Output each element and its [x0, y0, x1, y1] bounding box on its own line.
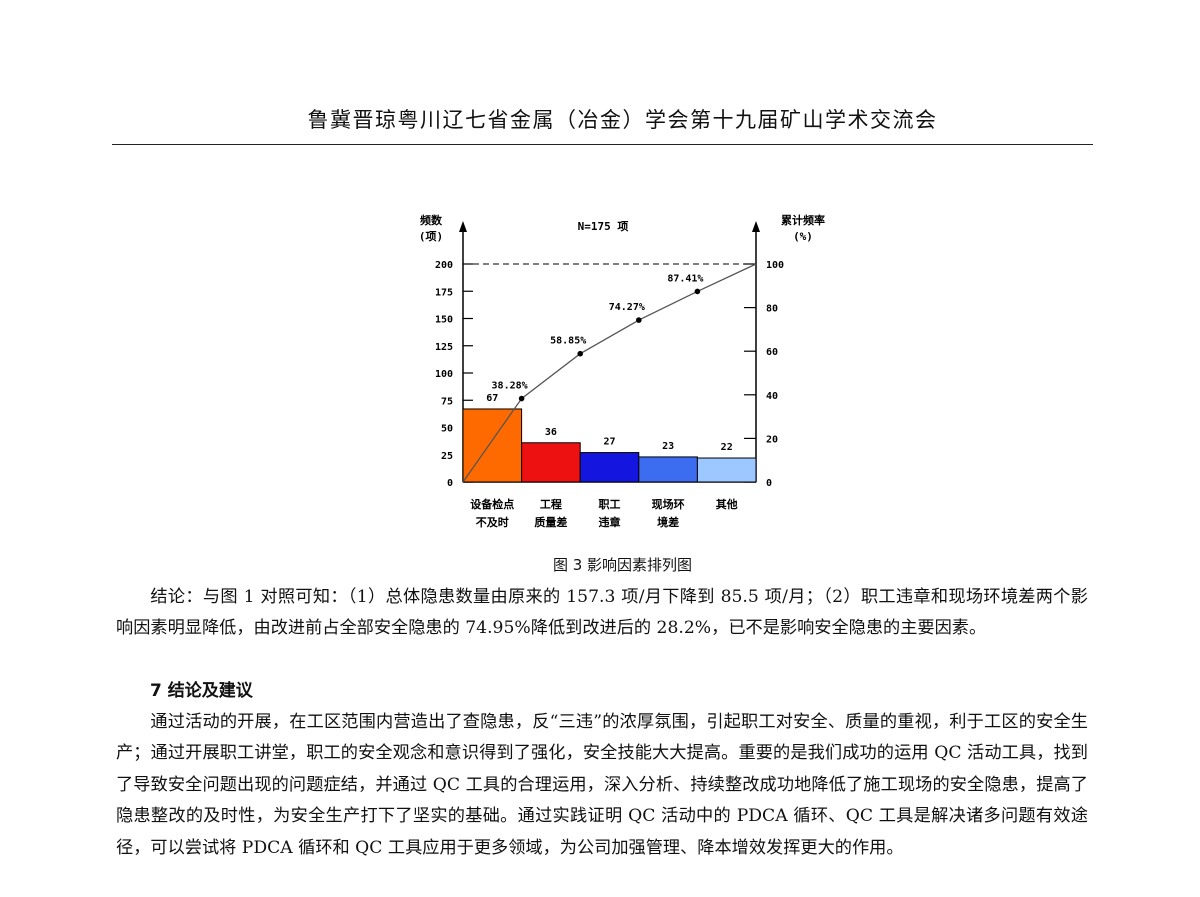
bar-value-label: 67: [486, 393, 498, 404]
header-divider: [112, 144, 1093, 145]
bar: [462, 408, 523, 483]
cumulative-label: 58.85%: [550, 336, 586, 347]
pareto-chart: N=175 项 频数 (项) 累计频率 (%) 0 25 50 75 100 125 150 175 20…: [419, 213, 825, 529]
left-tick-label: 125: [435, 342, 453, 353]
cumulative-label: 87.41%: [667, 273, 703, 284]
right-axis-label: 累计频率: [781, 213, 825, 227]
category-label: 工程: [540, 497, 562, 511]
category-label: 其他: [716, 497, 738, 511]
left-tick-label: 25: [441, 451, 453, 462]
pareto-figure: N=175 项 频数 (项) 累计频率 (%) 0 25 50 75 100 125 150 175 20…: [405, 188, 845, 540]
left-axis-label: 频数: [420, 213, 443, 227]
cumulative-label: 74.27%: [609, 302, 645, 313]
bar-value-label: 36: [545, 427, 557, 438]
cumulative-point: [694, 288, 701, 295]
category-label: 质量差: [534, 515, 567, 529]
bar: [521, 442, 581, 483]
left-axis-arrow: [459, 221, 467, 232]
bar-value-label: 22: [721, 442, 733, 453]
summary-paragraph: 通过活动的开展，在工区范围内营造出了查隐患，反“三违”的浓厚氛围，引起职工对安全…: [116, 707, 1088, 864]
category-label: 现场环: [652, 497, 685, 511]
bar: [638, 456, 698, 483]
category-label: 违章: [599, 515, 621, 529]
right-tick-label: 80: [766, 304, 778, 315]
category-label: 境差: [657, 515, 679, 529]
bar: [579, 452, 640, 483]
right-tick-label: 40: [766, 391, 778, 402]
left-tick-label: 200: [435, 260, 453, 271]
figure-caption: 图 3 影响因素排列图: [552, 556, 693, 574]
right-tick-label: 60: [766, 347, 778, 358]
bar-value-label: 23: [662, 441, 674, 452]
left-tick-label: 0: [447, 478, 453, 489]
running-header: 鲁冀晋琼粤川辽七省金属（冶金）学会第十九届矿山学术交流会: [307, 108, 938, 132]
bar-value-label: 27: [603, 437, 615, 448]
cumulative-label: 38.28%: [492, 381, 528, 392]
category-label: 不及时: [476, 515, 509, 529]
cumulative-point: [577, 350, 583, 357]
cumulative-point: [518, 395, 525, 402]
paragraph-text: 通过活动的开展，在工区范围内营造出了查隐患，反“三违”的浓厚氛围，引起职工对安全…: [116, 712, 1088, 858]
right-tick-label: 0: [766, 478, 772, 489]
cumulative-line: [462, 263, 757, 483]
right-tick-label: 100: [766, 260, 784, 271]
left-tick-label: 100: [435, 369, 453, 380]
category-label: 职工: [599, 498, 621, 511]
right-tick-label: 20: [766, 434, 778, 445]
right-axis-arrow: [752, 221, 760, 232]
bar: [696, 457, 757, 483]
chart-title: N=175 项: [578, 220, 629, 233]
left-tick-label: 75: [441, 396, 453, 407]
right-axis-label: (%): [793, 230, 813, 243]
section-heading: 7 结论及建议: [150, 681, 253, 701]
category-label: 设备检点: [470, 497, 514, 511]
conclusion-paragraph: 结论：与图 1 对照可知：（1）总体隐患数量由原来的 157.3 项/月下降到 …: [116, 582, 1088, 645]
left-tick-label: 175: [435, 287, 453, 298]
paragraph-text: 结论：与图 1 对照可知：（1）总体隐患数量由原来的 157.3 项/月下降到 …: [116, 587, 1088, 639]
cumulative-point: [636, 317, 642, 323]
left-axis-label: (项): [419, 230, 443, 243]
left-tick-label: 50: [441, 424, 453, 435]
left-tick-label: 150: [435, 315, 453, 326]
